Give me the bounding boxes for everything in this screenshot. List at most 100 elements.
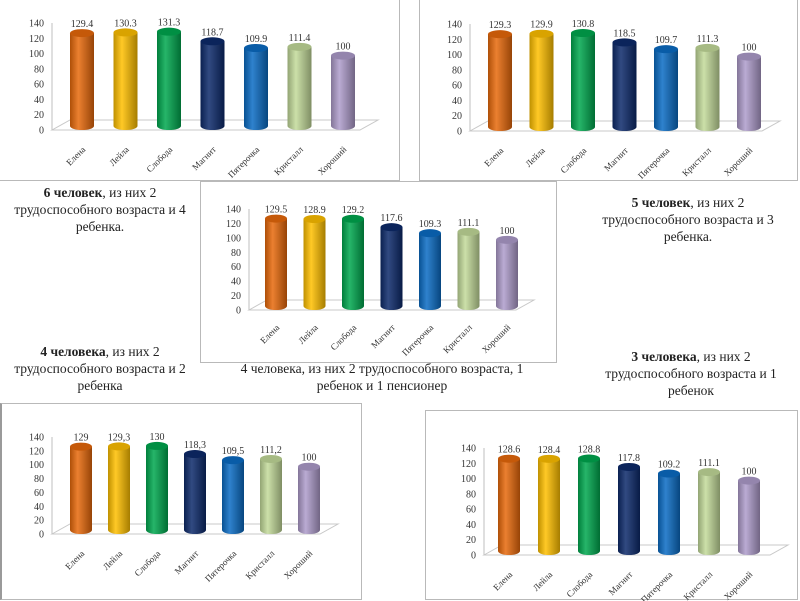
category-label: Пятерочка (400, 322, 435, 357)
y-tick-label: 100 (29, 460, 44, 471)
bar (200, 37, 225, 131)
bar (571, 29, 595, 131)
y-tick-label: 0 (39, 126, 44, 137)
bar-cap (244, 44, 268, 53)
category-label: Пятерочка (226, 144, 261, 179)
data-label: 100 (302, 453, 317, 464)
bar-cap (331, 51, 355, 60)
chart-4-persons-2-children: 0 20 40 60 80 100 120 140 129 Елена 129,3 Лейла 130 С… (0, 403, 362, 600)
caption-6-persons: 6 человек, из них 2 трудоспособного возр… (2, 184, 198, 235)
bar-body (157, 31, 181, 130)
bar-body (538, 458, 560, 555)
caption-5-persons: 5 человек, из них 2 трудоспособного возр… (582, 194, 794, 245)
data-label: 128.8 (578, 445, 601, 456)
bar-cap (146, 441, 168, 450)
bar-cap (737, 52, 761, 61)
bar (222, 456, 244, 534)
bar (157, 27, 181, 130)
data-label: 130 (150, 432, 165, 443)
bar-cap (108, 442, 130, 451)
bar-cap (654, 45, 678, 54)
y-tick-label: 80 (452, 65, 462, 76)
y-tick-label: 120 (29, 446, 44, 457)
caption-bold: 4 человека (40, 344, 106, 359)
y-tick-label: 100 (29, 49, 44, 60)
chart-svg: 0 20 40 60 80 100 120 140 129 Елена 129,3 Лейла 130 С… (29, 432, 340, 584)
bar-cap (70, 442, 92, 451)
caption-bold: 5 человек (631, 195, 691, 210)
category-label: Хороший (722, 145, 755, 178)
chart-3-persons: 0 20 40 60 80 100 120 140 128.6 Елена 128.4 Лейла 12… (425, 410, 798, 601)
category-label: Лейла (523, 145, 547, 169)
y-tick-label: 140 (447, 20, 462, 31)
category-label: Кристалл (682, 569, 715, 601)
bar (538, 454, 560, 555)
bar-body (331, 55, 355, 131)
caption-text: , из них 2 трудоспособного возраста и 2 … (14, 344, 186, 393)
bar-body (658, 473, 680, 555)
category-label: Елена (63, 548, 86, 571)
data-label: 117.6 (380, 213, 402, 224)
caption-bold: 3 человека (631, 349, 697, 364)
bar-body (571, 33, 595, 131)
data-label: 109.2 (658, 460, 681, 471)
bar (658, 469, 680, 555)
bar (737, 52, 761, 132)
bar-cap (457, 227, 480, 236)
data-label: 129 (74, 433, 89, 444)
y-tick-label: 140 (29, 433, 44, 444)
bar-body (200, 41, 225, 131)
bar (244, 44, 268, 130)
bar (498, 454, 520, 555)
category-label: Магнит (607, 569, 635, 597)
data-label: 129.4 (71, 19, 94, 30)
category-label: Лейла (101, 548, 125, 572)
bar-body (738, 480, 760, 555)
y-tick-label: 60 (466, 505, 476, 516)
y-tick-label: 60 (34, 488, 44, 499)
bar-cap (222, 456, 244, 465)
category-label: Магнит (369, 322, 397, 350)
data-label: 129,3 (108, 432, 131, 443)
bar (695, 43, 720, 132)
category-label: Слобода (144, 144, 174, 174)
category-label: Кристалл (680, 145, 713, 178)
bar-cap (157, 27, 181, 36)
bar-body (612, 42, 637, 131)
bar-cap (612, 38, 637, 47)
caption-3-persons: 3 человека, из них 2 трудоспособного воз… (585, 348, 797, 399)
caption-4-persons-2-children: 4 человека, из них 2 трудоспособного воз… (2, 343, 198, 394)
data-label: 100 (742, 467, 757, 478)
data-label: 129.5 (265, 205, 288, 216)
category-label: Слобода (564, 569, 594, 599)
y-tick-label: 40 (466, 520, 476, 531)
bar-body (113, 32, 138, 130)
chart-svg: 0 20 40 60 80 100 120 140 129.4 Елена 130.3 Лейла 13… (29, 18, 380, 180)
chart-svg: 0 20 40 60 80 100 120 140 129.5 Елена 128.9 Лейла 12… (226, 205, 536, 358)
bar-body (108, 446, 130, 534)
y-tick-label: 140 (461, 444, 476, 455)
bar-body (380, 227, 403, 310)
bar-cap (695, 43, 720, 52)
category-label: Елена (258, 322, 281, 345)
bar-body (578, 458, 600, 555)
bar-cap (113, 28, 138, 37)
category-label: Лейла (107, 144, 131, 168)
y-tick-label: 20 (231, 291, 241, 302)
data-label: 100 (742, 43, 757, 54)
y-tick-label: 120 (461, 459, 476, 470)
data-label: 118,3 (184, 440, 206, 451)
chart-4-persons-with-pensioner: 0 20 40 60 80 100 120 140 129.5 Елена 128.9 Лейла 12… (200, 181, 557, 363)
category-label: Хороший (282, 548, 315, 581)
y-tick-label: 0 (457, 127, 462, 138)
data-label: 129.2 (342, 205, 365, 216)
bar (578, 454, 600, 555)
bar-cap (571, 29, 595, 38)
y-tick-label: 40 (34, 502, 44, 513)
bar (457, 227, 480, 310)
bar-body (342, 218, 364, 310)
chart-svg: 0 20 40 60 80 100 120 140 128.6 Елена 128.4 Лейла 12… (461, 444, 790, 601)
bar-body (618, 466, 640, 555)
data-label: 111.3 (697, 34, 719, 45)
bar (612, 38, 637, 131)
